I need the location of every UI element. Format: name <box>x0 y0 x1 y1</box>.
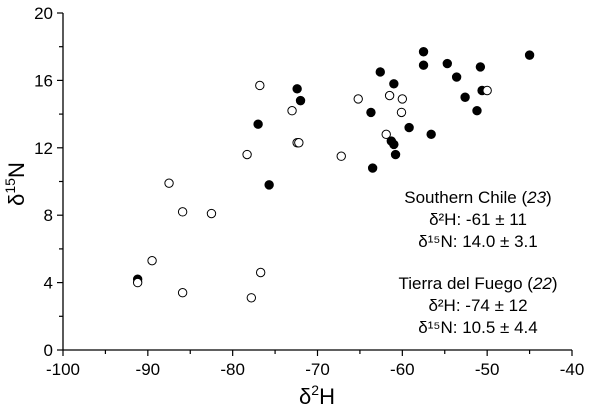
data-point-filled <box>389 79 399 89</box>
x-tick-label: -100 <box>46 360 80 379</box>
annotation-southern-chile-n: 23 <box>526 188 546 207</box>
data-point-filled <box>524 50 535 60</box>
x-tick-label: -80 <box>220 360 245 379</box>
data-point-filled <box>367 163 378 173</box>
data-point-filled <box>451 72 462 82</box>
y-axis-title-sup: 15 <box>2 178 18 194</box>
data-point-filled <box>472 106 482 116</box>
x-tick-label: -40 <box>560 360 585 379</box>
data-point-filled <box>460 92 470 102</box>
y-tick-label: 16 <box>34 71 53 90</box>
annotation-tierra-del-fuego-n15-value: 10.5 ± 4.4 <box>462 318 538 337</box>
x-tick-label: -60 <box>390 360 415 379</box>
data-point-filled <box>295 95 306 106</box>
data-point-open <box>353 94 363 104</box>
data-point-open <box>177 207 188 217</box>
x-tick-label: -50 <box>475 360 500 379</box>
data-point-open <box>381 129 391 140</box>
data-point-filled <box>475 62 486 72</box>
data-point-filled <box>366 107 376 118</box>
annotation-southern-chile-n15-label: δ¹⁵N: <box>418 232 457 251</box>
y-axis-title: δ15N <box>2 162 29 206</box>
y-tick-label: 12 <box>34 139 53 158</box>
data-point-open <box>132 277 143 288</box>
annotation-southern-chile-h: δ²H: -61 ± 11 <box>429 210 527 229</box>
data-point-filled <box>292 84 302 94</box>
data-point-open <box>287 106 297 116</box>
data-point-open <box>294 138 304 148</box>
x-axis-title-sup: 2 <box>311 382 319 398</box>
annotation-southern-chile: Southern Chile (23) δ²H: -61 ± 11 δ¹⁵N: … <box>404 188 551 251</box>
data-point-open <box>384 90 395 101</box>
data-point-filled <box>442 58 452 69</box>
annotation-tierra-del-fuego-title: Tierra del Fuego (22) <box>398 274 557 293</box>
annotation-tierra-del-fuego-name: Tierra del Fuego <box>398 274 522 293</box>
annotation-southern-chile-name: Southern Chile <box>404 188 516 207</box>
x-tick-label: -70 <box>305 360 330 379</box>
data-point-open <box>177 288 188 298</box>
annotation-southern-chile-h-label: δ²H: <box>429 210 461 229</box>
annotation-tierra-del-fuego-h-label: δ²H: <box>428 296 460 315</box>
data-point-open <box>242 149 252 160</box>
y-tick-label: 4 <box>44 274 53 293</box>
data-point-open <box>336 151 346 161</box>
annotation-tierra-del-fuego-n15: δ¹⁵N: 10.5 ± 4.4 <box>418 318 537 337</box>
data-point-filled <box>418 47 429 57</box>
annotation-tierra-del-fuego: Tierra del Fuego (22) δ²H: -74 ± 12 δ¹⁵N… <box>398 274 557 337</box>
data-point-open <box>255 267 266 278</box>
data-point-open <box>397 94 408 104</box>
annotation-tierra-del-fuego-h: δ²H: -74 ± 12 <box>428 296 527 315</box>
x-axis-title-prefix: δ <box>299 384 311 409</box>
data-point-filled <box>418 60 429 70</box>
annotation-tierra-del-fuego-h-value: -74 ± 12 <box>465 296 527 315</box>
data-point-filled <box>426 129 436 140</box>
x-axis-title: δ2H <box>299 382 335 409</box>
data-point-open <box>482 85 492 96</box>
data-point-filled <box>404 122 414 133</box>
y-tick-label: 0 <box>44 341 53 360</box>
data-point-filled <box>389 139 399 150</box>
data-point-filled <box>264 180 274 190</box>
data-point-open <box>246 293 257 303</box>
data-point-open <box>147 255 157 266</box>
data-point-filled <box>390 149 401 160</box>
data-point-open <box>206 208 217 219</box>
y-tick-label: 20 <box>34 4 53 23</box>
data-point-filled <box>375 67 385 77</box>
data-point-open <box>164 178 174 188</box>
x-axis-title-base: H <box>319 384 335 409</box>
annotation-southern-chile-title: Southern Chile (23) <box>404 188 551 207</box>
annotation-tierra-del-fuego-n: 22 <box>532 274 552 293</box>
annotation-southern-chile-n15-value: 14.0 ± 3.1 <box>462 232 538 251</box>
y-tick-label: 8 <box>44 206 53 225</box>
annotation-southern-chile-h-value: -61 ± 11 <box>466 210 527 229</box>
annotation-southern-chile-n15: δ¹⁵N: 14.0 ± 3.1 <box>418 232 537 251</box>
data-point-open <box>396 107 407 118</box>
y-axis-title-prefix: δ <box>4 194 29 206</box>
y-axis-title-base: N <box>4 162 29 178</box>
data-point-open <box>255 80 265 91</box>
data-point-filled <box>253 119 263 129</box>
plot-area: -100 -90 -80 -70 -60 -50 -40 0 4 8 12 16 20 <box>34 4 584 379</box>
annotation-tierra-del-fuego-n15-label: δ¹⁵N: <box>418 318 457 337</box>
x-tick-label: -90 <box>136 360 161 379</box>
